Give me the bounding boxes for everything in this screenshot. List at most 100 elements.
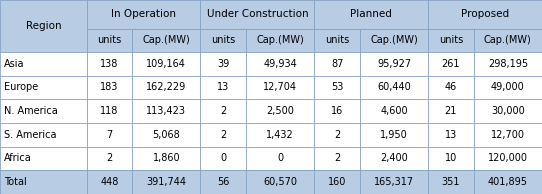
Text: 2,500: 2,500 [266,106,294,116]
Text: Cap.(MW): Cap.(MW) [143,35,190,45]
Text: Region: Region [25,21,61,31]
Text: S. America: S. America [4,130,57,140]
Bar [201,123,246,147]
Bar [314,29,360,52]
Text: 87: 87 [331,59,343,69]
Bar [87,99,132,123]
Text: 49,934: 49,934 [263,59,297,69]
Bar [428,52,474,76]
Text: 1,432: 1,432 [266,130,294,140]
Bar [87,0,201,29]
Bar [132,99,201,123]
Bar [428,170,474,194]
Text: 448: 448 [100,177,119,187]
Bar [132,52,201,76]
Bar [87,147,132,170]
Bar [87,123,132,147]
Text: 16: 16 [331,106,343,116]
Text: 30,000: 30,000 [491,106,525,116]
Bar [314,147,360,170]
Bar [428,0,542,29]
Text: 120,000: 120,000 [488,153,528,164]
Bar [360,123,428,147]
Text: 5,068: 5,068 [152,130,180,140]
Text: 56: 56 [217,177,229,187]
Bar [87,170,132,194]
Bar [474,99,542,123]
Bar [87,29,132,52]
Bar [246,52,314,76]
Text: 160: 160 [328,177,346,187]
Text: 2: 2 [220,130,227,140]
Bar [201,52,246,76]
Text: units: units [211,35,235,45]
Text: units: units [98,35,121,45]
Bar [360,29,428,52]
Text: 53: 53 [331,82,343,93]
Text: 298,195: 298,195 [488,59,528,69]
Bar [314,52,360,76]
Text: 4,600: 4,600 [380,106,408,116]
Text: 39: 39 [217,59,229,69]
Bar [360,76,428,99]
Bar [474,123,542,147]
Bar [201,99,246,123]
Bar [360,170,428,194]
Bar [246,170,314,194]
Text: 183: 183 [100,82,119,93]
Text: 261: 261 [442,59,460,69]
Bar [87,76,132,99]
Bar [428,147,474,170]
Text: Cap.(MW): Cap.(MW) [256,35,304,45]
Text: Europe: Europe [4,82,38,93]
Bar [0,0,87,52]
Bar [246,29,314,52]
Text: Planned: Planned [350,9,392,19]
Bar [360,52,428,76]
Text: 2: 2 [334,130,340,140]
Bar [0,170,87,194]
Text: 0: 0 [220,153,227,164]
Bar [314,76,360,99]
Bar [246,99,314,123]
Text: 401,895: 401,895 [488,177,528,187]
Text: 109,164: 109,164 [146,59,186,69]
Bar [428,29,474,52]
Bar [474,147,542,170]
Text: 138: 138 [100,59,119,69]
Text: 7: 7 [106,130,113,140]
Bar [246,76,314,99]
Text: 391,744: 391,744 [146,177,186,187]
Text: 95,927: 95,927 [377,59,411,69]
Bar [428,123,474,147]
Text: Asia: Asia [4,59,25,69]
Bar [201,76,246,99]
Text: 60,570: 60,570 [263,177,297,187]
Bar [87,52,132,76]
Text: In Operation: In Operation [111,9,176,19]
Bar [132,76,201,99]
Text: 162,229: 162,229 [146,82,186,93]
Text: N. America: N. America [4,106,58,116]
Text: 1,860: 1,860 [152,153,180,164]
Text: 49,000: 49,000 [491,82,525,93]
Bar [201,29,246,52]
Bar [132,123,201,147]
Text: 2: 2 [106,153,113,164]
Bar [314,0,428,29]
Bar [132,29,201,52]
Text: 12,700: 12,700 [491,130,525,140]
Text: 2: 2 [220,106,227,116]
Bar [314,170,360,194]
Bar [246,147,314,170]
Bar [474,170,542,194]
Text: Total: Total [4,177,27,187]
Bar [0,147,87,170]
Text: 46: 46 [445,82,457,93]
Bar [314,123,360,147]
Text: 60,440: 60,440 [377,82,411,93]
Text: 351: 351 [442,177,460,187]
Bar [428,76,474,99]
Bar [0,76,87,99]
Text: 13: 13 [217,82,229,93]
